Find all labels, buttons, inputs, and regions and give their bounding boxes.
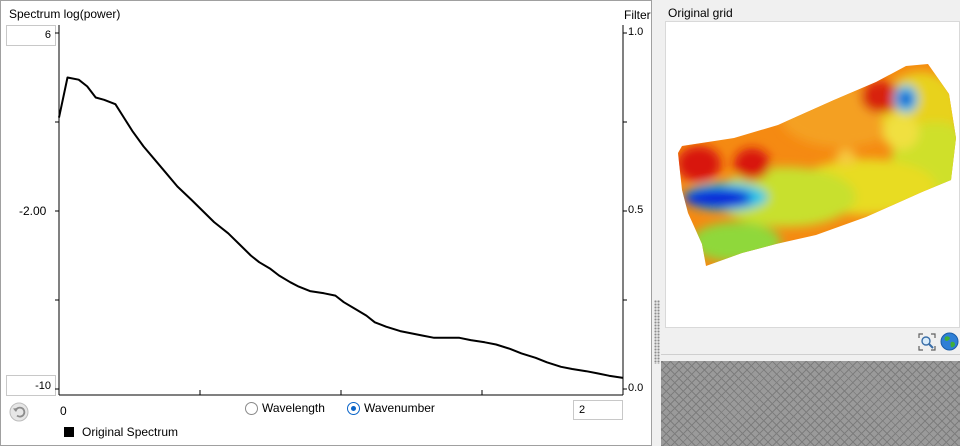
x-min-label: 0 bbox=[60, 404, 67, 418]
y-min-field[interactable]: -10 bbox=[6, 375, 56, 396]
legend: Original Spectrum bbox=[64, 425, 178, 439]
grid-panel: Original grid bbox=[661, 0, 960, 446]
original-grid-view[interactable] bbox=[665, 21, 960, 328]
filter-tick-label: 0.0 bbox=[628, 382, 644, 394]
spectrum-panel: Spectrum log(power) Filter 6 -2.00 -10 1… bbox=[0, 0, 652, 446]
reset-icon[interactable] bbox=[9, 402, 29, 422]
radio-indicator[interactable] bbox=[245, 401, 258, 415]
grid-toolbar bbox=[661, 329, 960, 355]
y-ticks bbox=[55, 32, 627, 390]
legend-swatch bbox=[64, 427, 74, 437]
original-spectrum-line bbox=[58, 76, 624, 379]
globe-icon[interactable] bbox=[940, 332, 959, 351]
filter-tick-label: 0.5 bbox=[628, 204, 644, 216]
spectrum-title: Spectrum log(power) bbox=[9, 7, 121, 21]
y-max-field[interactable]: 6 bbox=[6, 25, 56, 46]
wavelength-radio[interactable]: Wavelength bbox=[245, 401, 325, 415]
x-ticks bbox=[199, 390, 483, 395]
empty-area bbox=[661, 361, 960, 446]
wavelength-label: Wavelength bbox=[262, 401, 325, 415]
grid-title: Original grid bbox=[668, 6, 733, 20]
grid-image bbox=[678, 64, 956, 266]
wavenumber-radio[interactable]: Wavenumber bbox=[347, 401, 435, 415]
radio-indicator[interactable] bbox=[347, 401, 360, 415]
legend-label: Original Spectrum bbox=[82, 425, 179, 439]
zoom-extents-icon[interactable] bbox=[918, 333, 936, 351]
spectrum-plot bbox=[55, 25, 627, 396]
x-max-field[interactable]: 2 bbox=[573, 400, 623, 420]
splitter-handle[interactable] bbox=[654, 300, 660, 364]
wavenumber-label: Wavenumber bbox=[364, 401, 435, 415]
y-mid-label: -2.00 bbox=[19, 204, 47, 218]
filter-tick-label: 1.0 bbox=[628, 26, 644, 38]
filter-title: Filter bbox=[624, 8, 651, 22]
